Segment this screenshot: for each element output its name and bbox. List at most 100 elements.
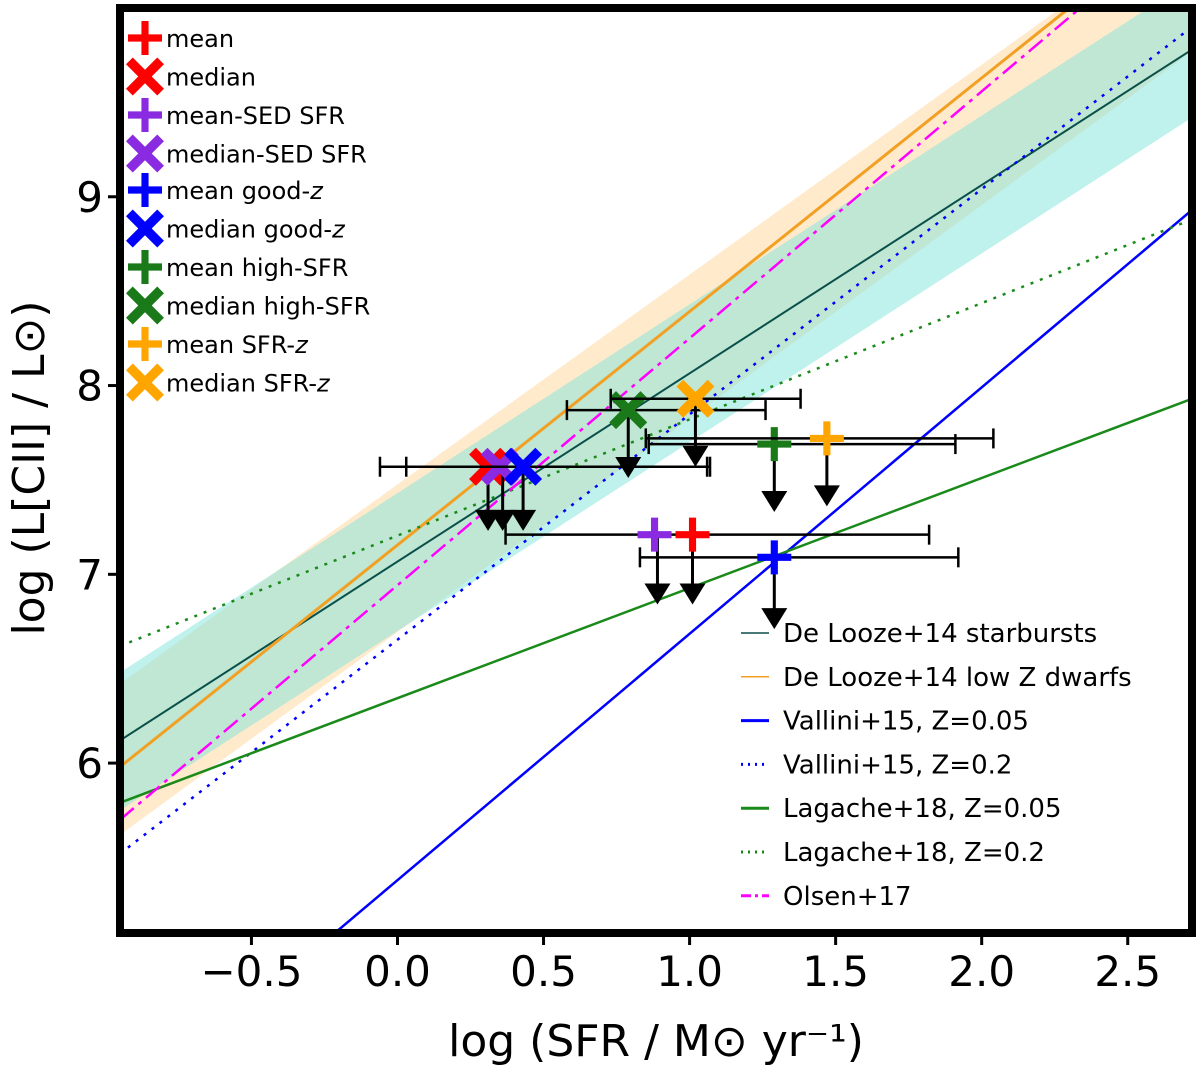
legend-marker xyxy=(126,209,164,248)
legend-label: median xyxy=(166,64,256,92)
point-marker xyxy=(609,391,648,430)
upper-limit-arrow xyxy=(761,608,788,630)
legend-marker xyxy=(126,363,164,402)
y-tick-label: 6 xyxy=(76,739,103,788)
legend-marker-stroke-b xyxy=(126,134,164,173)
legend-marker-stroke-b xyxy=(126,57,164,96)
legend-item: median-SED SFR xyxy=(126,134,367,173)
legend-marker xyxy=(128,327,162,361)
legend-item: mean good-z xyxy=(128,173,324,207)
legend-marker xyxy=(128,173,162,207)
point-mean-sfr-z xyxy=(644,421,995,507)
legend-item: median SFR-z xyxy=(126,363,331,402)
legend-item: Vallini+15, Z=0.05 xyxy=(741,707,1029,737)
legend-marker xyxy=(126,134,164,173)
legend-label: Lagache+18, Z=0.2 xyxy=(783,838,1045,868)
legend-item: mean xyxy=(128,21,234,55)
relation-line-2 xyxy=(332,209,1192,933)
legend-label: De Looze+14 low Z dwarfs xyxy=(783,663,1132,693)
legend-label: median high-SFR xyxy=(166,293,370,321)
legend-item: Lagache+18, Z=0.05 xyxy=(741,794,1062,824)
point-marker-stroke-b xyxy=(676,379,715,418)
legend-item: median high-SFR xyxy=(126,286,370,325)
legend-marker xyxy=(128,21,162,55)
legend-label: Lagache+18, Z=0.05 xyxy=(783,794,1062,824)
plot-frame xyxy=(116,4,1196,937)
legend-label: De Looze+14 starbursts xyxy=(783,619,1097,649)
point-marker xyxy=(809,421,844,456)
x-tick-label: 1.0 xyxy=(656,947,723,996)
upper-limit-arrow xyxy=(813,485,840,507)
legend-relations: De Looze+14 starbursts De Looze+14 low Z … xyxy=(741,619,1132,912)
data-points xyxy=(378,379,995,630)
relation-line-1 xyxy=(120,8,1072,769)
legend-label: median good-z xyxy=(166,216,346,244)
upper-limit-arrow xyxy=(682,445,709,467)
y-tick-label: 8 xyxy=(76,362,103,411)
point-mean-good-z xyxy=(638,540,960,630)
legend-label: mean-SED SFR xyxy=(166,102,345,130)
y-axis-ticks: 6 7 8 9 xyxy=(76,173,120,788)
x-tick-label: 2.5 xyxy=(1094,947,1161,996)
point-marker xyxy=(757,540,792,575)
legend-item: Lagache+18, Z=0.2 xyxy=(741,838,1045,868)
relation-line-6 xyxy=(120,8,1083,821)
legend-item: De Looze+14 low Z dwarfs xyxy=(741,663,1132,693)
point-marker xyxy=(675,517,710,552)
x-tick-label: 0.0 xyxy=(364,947,431,996)
legend-marker xyxy=(128,98,162,132)
y-tick-label: 9 xyxy=(76,173,103,222)
point-mean-sed-sfr xyxy=(637,517,672,605)
legend-item: Vallini+15, Z=0.2 xyxy=(741,750,1012,780)
legend-label-italic: z xyxy=(316,370,331,398)
point-median-high-sfr xyxy=(565,391,767,479)
legend-marker-stroke-b xyxy=(126,363,164,402)
legend-item: median good-z xyxy=(126,209,346,248)
point-mean xyxy=(504,517,931,605)
legend-label: mean good-z xyxy=(166,177,324,205)
upper-limit-arrow xyxy=(679,583,706,605)
legend-item: mean high-SFR xyxy=(128,250,348,284)
legend-marker xyxy=(126,286,164,325)
legend-label: mean xyxy=(166,25,234,53)
legend-item: Olsen+17 xyxy=(741,882,912,912)
y-axis-title: log (L[CII] / L⊙) xyxy=(4,300,55,635)
legend-marker xyxy=(126,57,164,96)
point-marker xyxy=(676,379,715,418)
relation-line-5 xyxy=(120,218,1192,648)
legend-label-italic: z xyxy=(309,177,324,205)
legend-marker-stroke-b xyxy=(126,209,164,248)
legend-label: median SFR-z xyxy=(166,370,331,398)
legend-label: Olsen+17 xyxy=(783,882,912,912)
point-marker xyxy=(757,427,792,462)
upper-limit-arrow xyxy=(489,509,516,531)
legend-item: median xyxy=(126,57,256,96)
x-tick-label: 1.5 xyxy=(802,947,869,996)
upper-limit-arrow xyxy=(615,457,642,479)
legend-label: mean high-SFR xyxy=(166,254,348,282)
point-median-good-z xyxy=(405,447,712,531)
legend-label: Vallini+15, Z=0.2 xyxy=(783,750,1012,780)
y-tick-label: 7 xyxy=(76,550,103,599)
legend-item: mean SFR-z xyxy=(128,327,309,361)
point-marker-stroke-b xyxy=(609,391,648,430)
legend-label-italic: z xyxy=(294,331,309,359)
x-tick-label: 2.0 xyxy=(948,947,1015,996)
legend-label-italic: z xyxy=(331,216,346,244)
legend-markers: mean median mean-SED SFR median-SED SFR mean… xyxy=(126,21,370,402)
upper-limit-arrow xyxy=(761,491,788,513)
x-axis-title: log (SFR / M⊙ yr⁻¹) xyxy=(448,1016,864,1067)
point-marker-stroke-b xyxy=(504,447,543,486)
x-tick-label: 0.5 xyxy=(510,947,577,996)
upper-limit-arrow xyxy=(644,583,671,605)
legend-marker-stroke-b xyxy=(126,286,164,325)
x-tick-label: −0.5 xyxy=(200,947,302,996)
legend-marker xyxy=(128,250,162,284)
point-marker xyxy=(637,517,672,552)
legend-item: mean-SED SFR xyxy=(128,98,345,132)
x-axis-ticks: −0.5 0.0 0.5 1.0 1.5 2.0 2.5 xyxy=(200,933,1161,996)
legend-label: Vallini+15, Z=0.05 xyxy=(783,707,1029,737)
point-marker xyxy=(504,447,543,486)
legend-label: mean SFR-z xyxy=(166,331,309,359)
